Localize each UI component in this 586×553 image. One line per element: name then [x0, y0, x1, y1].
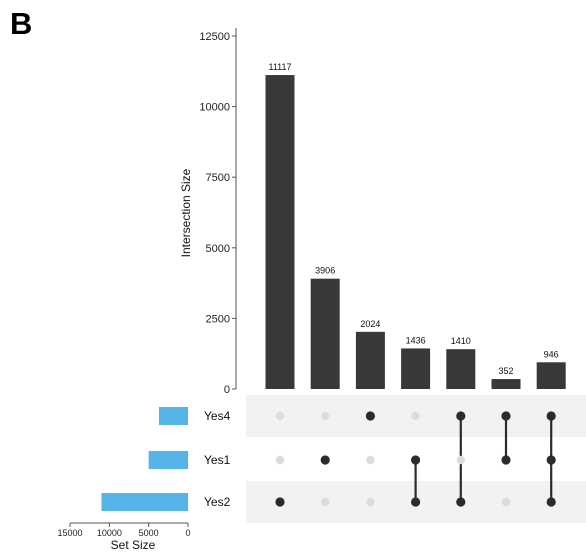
- panel-label: B: [10, 6, 33, 41]
- y-tick-label: 7500: [206, 172, 230, 184]
- set-name-label: Yes2: [204, 495, 231, 509]
- matrix-dot-active: [546, 455, 556, 465]
- set-size-bar: [158, 407, 188, 425]
- matrix-dot-inactive: [456, 455, 465, 465]
- y-tick-label: 12500: [199, 31, 230, 43]
- matrix-dot-inactive: [321, 497, 330, 507]
- set-tick-label: 5000: [139, 528, 159, 538]
- bar-value-label: 1436: [406, 335, 426, 345]
- set-tick-label: 0: [185, 528, 190, 538]
- matrix-dot-active: [456, 497, 466, 507]
- matrix-dot-inactive: [366, 497, 375, 507]
- matrix-dot-active: [501, 455, 511, 465]
- intersection-bar: [265, 75, 295, 390]
- intersection-matrix: [275, 411, 556, 507]
- matrix-dot-active: [275, 497, 285, 507]
- matrix-dot-inactive: [501, 497, 511, 507]
- matrix-dot-active: [320, 455, 330, 465]
- set-name-label: Yes4: [204, 409, 231, 423]
- bar-value-label: 1410: [451, 336, 471, 346]
- intersection-bar: [446, 349, 476, 389]
- intersection-bar: [310, 278, 340, 389]
- y-axis-title: Intersection Size: [179, 168, 193, 257]
- matrix-dot-active: [411, 497, 421, 507]
- set-size-bar: [101, 493, 188, 511]
- matrix-dot-active: [456, 411, 466, 421]
- set-tick-label: 15000: [57, 528, 82, 538]
- y-tick-label: 5000: [206, 243, 230, 255]
- bar-value-label: 946: [544, 349, 559, 359]
- set-tick-label: 10000: [97, 528, 122, 538]
- y-tick-label: 0: [224, 384, 230, 396]
- set-size-bar: [148, 451, 188, 469]
- bar-value-label: 352: [498, 366, 513, 376]
- matrix-dot-active: [501, 411, 511, 421]
- intersection-bars: 11117 3906 2024 1436 1410 352 946: [265, 62, 566, 390]
- bar-value-label: 2024: [360, 319, 380, 329]
- matrix-dot-inactive: [275, 411, 285, 421]
- set-size-bars: Yes4 Yes1 Yes2: [101, 407, 231, 511]
- matrix-dot-active: [546, 497, 556, 507]
- intersection-bar: [355, 331, 385, 389]
- intersection-bar: [491, 379, 521, 389]
- matrix-dot-inactive: [275, 455, 285, 465]
- intersection-bar: [536, 362, 566, 389]
- matrix-dot-inactive: [321, 411, 330, 421]
- matrix-dot-inactive: [411, 411, 420, 421]
- matrix-dot-inactive: [366, 455, 375, 465]
- bar-value-label: 3906: [315, 266, 335, 276]
- matrix-dot-active: [365, 411, 375, 421]
- y-tick-label: 2500: [206, 313, 230, 325]
- set-axis-title: Set Size: [111, 538, 156, 552]
- bar-value-label: 11117: [268, 62, 291, 72]
- intersection-bar: [401, 348, 431, 389]
- intersection-y-axis: 0 2500 5000 7500 10000 12500 Intersection Size: [179, 28, 237, 396]
- matrix-dot-active: [546, 411, 556, 421]
- matrix-dot-active: [411, 455, 421, 465]
- set-name-label: Yes1: [204, 453, 231, 467]
- set-size-axis: 15000 10000 5000 0 Set Size: [57, 522, 191, 552]
- y-tick-label: 10000: [199, 102, 230, 114]
